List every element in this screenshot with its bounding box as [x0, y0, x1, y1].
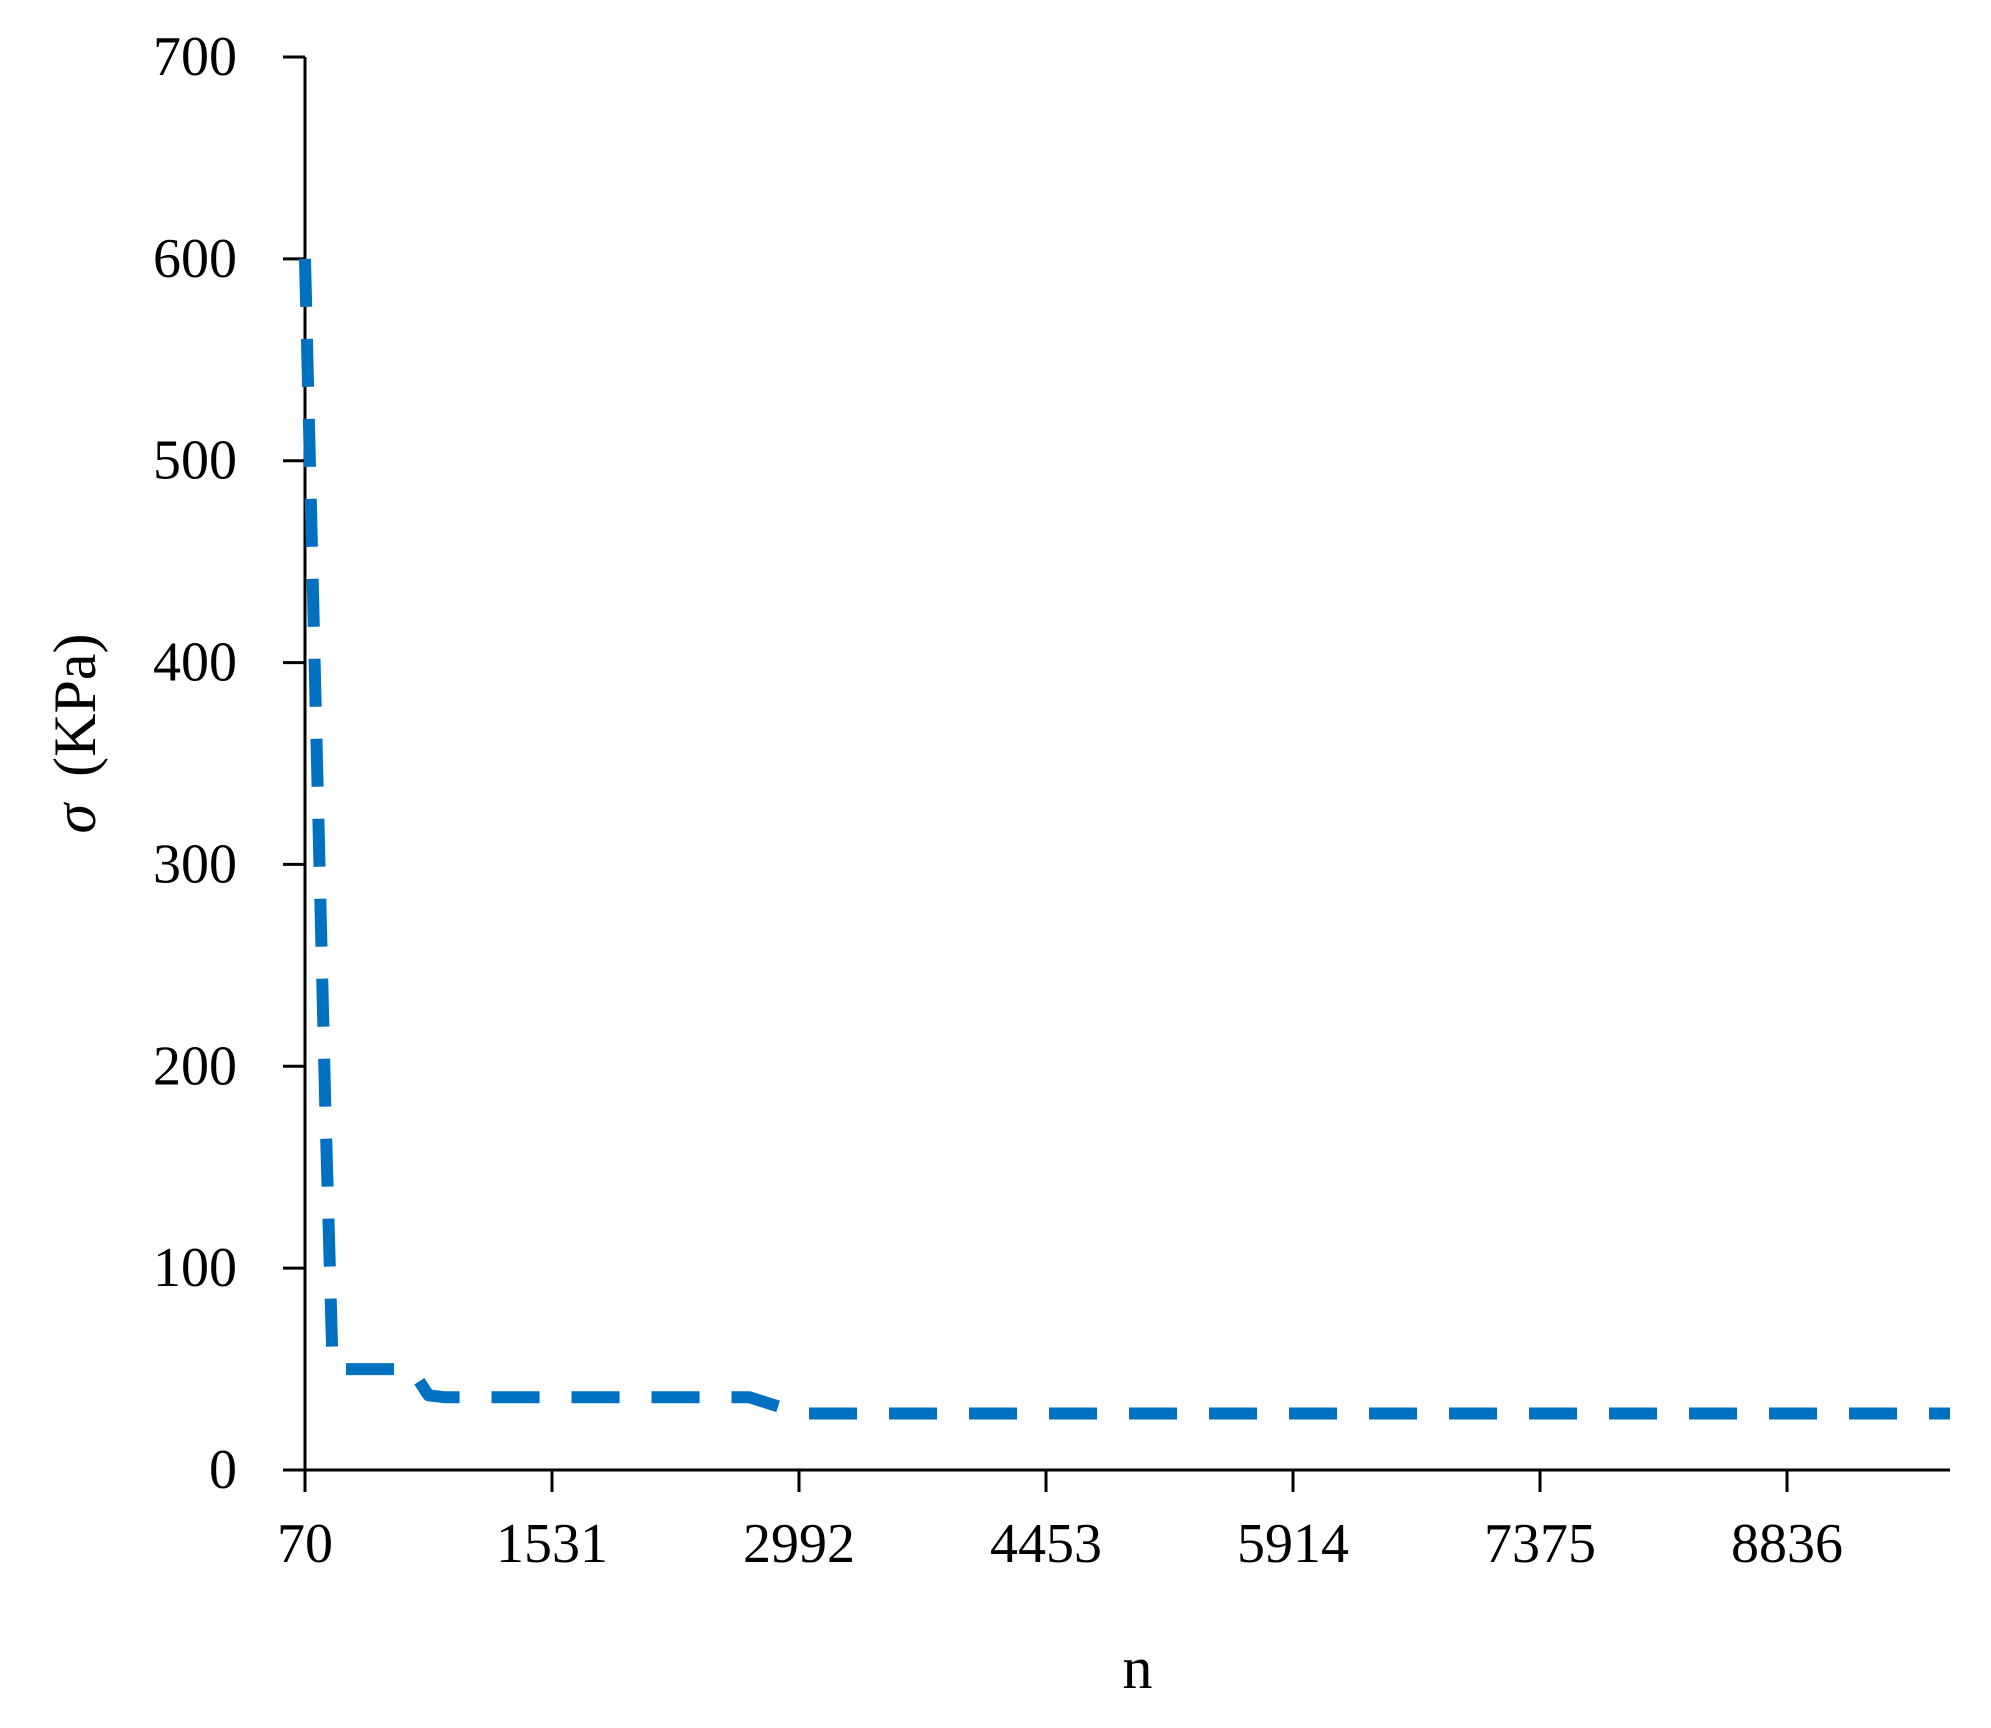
y-axis-ticks: 0 100 200 300 400 500 600 700: [153, 26, 305, 1501]
y-tick-label: 600: [153, 228, 237, 290]
y-axis-title-unit: (KPa): [42, 634, 108, 777]
y-axis-title-symbol: σ: [42, 801, 108, 833]
y-tick-label: 400: [153, 632, 237, 694]
y-tick-label: 700: [153, 26, 237, 88]
y-tick-label: 500: [153, 430, 237, 492]
y-axis-title: σ (KPa): [42, 634, 108, 834]
x-tick-label: 8836: [1731, 1513, 1843, 1575]
y-tick-label: 0: [209, 1439, 237, 1501]
x-tick-label: 5914: [1237, 1513, 1349, 1575]
x-axis-ticks: 70 1531 2992 4453 5914 7375 8836: [277, 1470, 1843, 1575]
x-tick-label: 70: [277, 1513, 333, 1575]
series-layer: [299, 258, 1950, 1420]
x-tick-label: 2992: [743, 1513, 855, 1575]
x-tick-label: 4453: [990, 1513, 1102, 1575]
y-tick-label: 300: [153, 833, 237, 895]
y-tick-label: 100: [153, 1237, 237, 1299]
x-tick-label: 7375: [1484, 1513, 1596, 1575]
series-line: [299, 258, 1950, 1420]
x-axis-title: n: [1123, 1635, 1153, 1701]
x-tick-label: 1531: [496, 1513, 608, 1575]
y-tick-label: 200: [153, 1035, 237, 1097]
